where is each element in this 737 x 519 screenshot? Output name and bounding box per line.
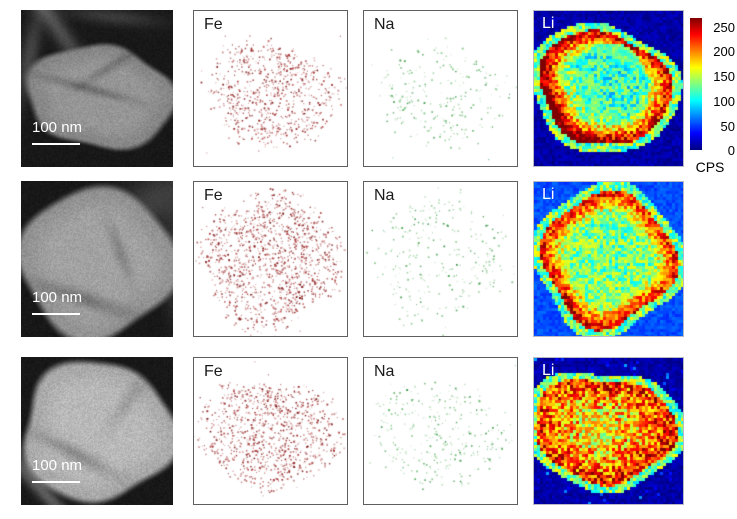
colorbar-gradient <box>690 18 702 150</box>
na-dot-map-canvas <box>364 11 517 166</box>
element-label-fe: Fe <box>204 363 223 380</box>
na-dot-map-canvas <box>364 182 517 336</box>
colorbar-tick-250: 250 <box>713 20 735 35</box>
tem-image-row-2: 100 nm <box>21 181 173 337</box>
li-heatmap-row-3: Li <box>533 357 684 505</box>
scale-bar-label: 100 nm <box>32 119 83 136</box>
element-label-li: Li <box>542 186 555 203</box>
fe-dot-map-canvas <box>194 11 347 166</box>
li-heatmap-canvas <box>534 358 683 504</box>
tem-image-row-3: 100 nm <box>21 357 173 505</box>
element-label-na: Na <box>374 363 395 380</box>
element-label-li: Li <box>542 362 555 379</box>
na-dot-map-canvas <box>364 358 517 504</box>
li-heatmap-row-1: Li <box>533 10 684 167</box>
tem-micrograph-canvas <box>21 181 173 337</box>
scale-bar <box>32 143 80 145</box>
scale-bar-label: 100 nm <box>32 457 83 474</box>
scale-bar <box>32 481 80 483</box>
li-heatmap-canvas <box>534 182 683 336</box>
tem-micrograph-canvas <box>21 357 173 505</box>
li-heatmap-canvas <box>534 11 683 166</box>
na-map-row-1: Na <box>363 10 518 167</box>
na-map-row-2: Na <box>363 181 518 337</box>
colorbar-unit-label: CPS <box>695 159 725 175</box>
li-heatmap-row-2: Li <box>533 181 684 337</box>
fe-dot-map-canvas <box>194 182 347 336</box>
element-label-fe: Fe <box>204 187 223 204</box>
fe-map-row-2: Fe <box>193 181 348 337</box>
colorbar-tick-0: 0 <box>727 143 735 158</box>
element-label-li: Li <box>542 15 555 32</box>
fe-map-row-1: Fe <box>193 10 348 167</box>
colorbar-tick-100: 100 <box>713 94 735 109</box>
colorbar-tick-200: 200 <box>713 44 735 59</box>
element-label-na: Na <box>374 187 395 204</box>
fe-dot-map-canvas <box>194 358 347 504</box>
colorbar-tick-150: 150 <box>713 69 735 84</box>
tem-image-row-1: 100 nm <box>21 10 173 167</box>
scale-bar-label: 100 nm <box>32 289 83 306</box>
element-label-fe: Fe <box>204 16 223 33</box>
tem-micrograph-canvas <box>21 10 173 167</box>
na-map-row-3: Na <box>363 357 518 505</box>
fe-map-row-3: Fe <box>193 357 348 505</box>
element-label-na: Na <box>374 16 395 33</box>
scale-bar <box>32 313 80 315</box>
colorbar-tick-50: 50 <box>720 119 735 134</box>
